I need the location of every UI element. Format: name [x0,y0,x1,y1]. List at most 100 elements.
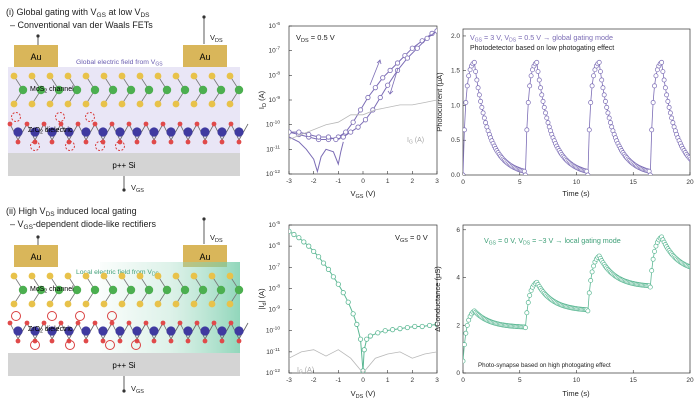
vgs-label: VGS [131,384,144,395]
oxygen-atom-icon [41,121,47,127]
data-point [372,85,378,91]
data-point [599,77,605,83]
sulfur-atom-icon [136,100,144,108]
sulfur-atom-icon [82,72,90,80]
data-point [325,134,332,140]
oxygen-atom-icon [185,338,191,344]
substrate-label: p++ Si [112,161,135,170]
oxygen-atom-icon [49,338,55,344]
vgs-terminal-icon [122,188,126,192]
ground-terminal-icon [36,34,40,38]
data-point [541,104,547,110]
oxygen-atom-icon [151,338,157,344]
oxygen-atom-icon [211,320,217,326]
oxygen-atom-icon [66,139,72,145]
molybdenum-atom-icon [18,285,28,295]
data-point [649,268,655,274]
au-electrode-left [14,245,58,267]
data-point [364,336,370,342]
oxygen-atom-icon [219,338,225,344]
data-point [409,45,415,51]
oxygen-atom-icon [100,139,106,145]
au-label-left: Au [30,252,41,262]
zro2-dielectric-label: ZrO2 dielectric [28,127,73,136]
oxygen-atom-icon [24,121,30,127]
oxygen-atom-icon [143,121,149,127]
molybdenum-atom-icon [144,85,154,95]
data-point [335,281,341,287]
sulfur-atom-icon [136,300,144,308]
chart-photocurrent-top: 0 5 10 15 20 0.0 0.5 1.0 1.5 2.0 VGS = 3 V, VDS =… [435,28,694,198]
vgs-label: VGS [131,183,144,194]
data-point [650,100,656,105]
vacancy-ring-icon [55,112,65,122]
oxygen-atom-icon [41,320,47,326]
data-point [357,336,364,342]
data-point [301,239,307,245]
sulfur-atom-icon [64,300,72,308]
data-point [650,256,656,262]
oxygen-atom-icon [202,139,208,145]
data-point [483,120,489,126]
zirconium-atom-icon [98,127,108,137]
sulfur-atom-icon [118,72,126,80]
molybdenum-atom-icon [144,285,154,295]
y-axis-label: ΔConductance (μS) [433,266,442,332]
data-point [367,333,373,339]
vacancy-ring-icon [65,340,75,350]
vacancy-ring-icon [75,311,85,321]
data-point [696,267,700,271]
data-point [389,327,396,333]
y-tick-label: 10-12 [266,169,280,178]
data-point [534,59,540,65]
data-point [591,263,596,269]
data-point [464,322,470,328]
data-point [660,69,666,74]
oxygen-atom-icon [92,121,98,127]
sulfur-atom-icon [154,100,162,108]
series-line-dip [289,136,344,174]
sulfur-atom-icon [82,272,90,280]
data-point [355,124,361,130]
oxygen-atom-icon [177,121,183,127]
data-point [544,115,550,121]
sweep-arrow-down-icon [389,67,399,95]
oxygen-atom-icon [7,320,13,326]
molybdenum-atom-icon [18,85,28,95]
y-tick-label: 10-7 [269,262,281,271]
data-point [591,73,596,79]
data-point [665,98,671,104]
zirconium-atom-icon [47,326,57,336]
sulfur-atom-icon [190,300,198,308]
data-point [669,115,675,121]
data-point [382,328,388,334]
vacancy-ring-icon [85,112,95,122]
sulfur-atom-icon [172,100,180,108]
y-tick-label: 4 [456,275,460,282]
vacancy-ring-icon [30,141,40,151]
sulfur-atom-icon [82,300,90,308]
oxygen-atom-icon [236,338,242,344]
sulfur-atom-icon [208,272,216,280]
data-point [664,92,670,98]
sulfur-atom-icon [10,300,18,308]
oxygen-atom-icon [228,121,234,127]
vacancy-ring-icon [105,340,115,350]
data-point [434,321,437,327]
data-point [474,77,480,83]
data-point [481,115,487,121]
data-point [289,228,292,234]
x-axis-label: Time (s) [562,189,590,198]
arrow-head-icon [387,90,394,95]
molybdenum-atom-icon [54,85,64,95]
sulfur-atom-icon [226,100,234,108]
zirconium-atom-icon [98,326,108,336]
global-field-region [8,67,240,153]
zro2-dielectric-label: ZrO2 dielectric [28,326,73,335]
data-point [471,59,477,65]
zirconium-atom-icon [183,127,193,137]
au-electrode-right [183,45,227,67]
data-point [540,98,546,104]
sulfur-atom-icon [208,300,216,308]
